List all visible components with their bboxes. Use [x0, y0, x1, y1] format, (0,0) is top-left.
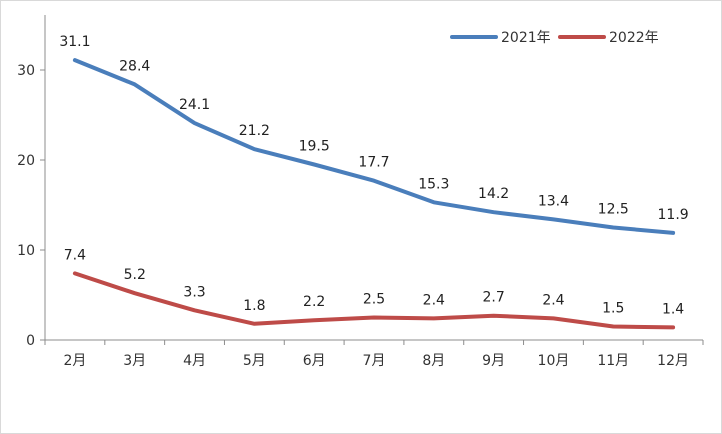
data-label-series-2: 2.7: [483, 290, 505, 306]
data-label-series-2: 5.2: [124, 267, 146, 283]
data-label-series-1: 11.9: [658, 207, 689, 223]
data-label-series-1: 14.2: [478, 186, 509, 202]
data-label-series-1: 17.7: [358, 155, 389, 171]
x-tick-label: 9月: [482, 353, 505, 369]
x-tick-label: 7月: [363, 353, 386, 369]
data-label-series-1: 28.4: [119, 58, 150, 74]
x-tick-label: 4月: [183, 353, 206, 369]
data-label-series-2: 2.4: [423, 292, 445, 308]
data-label-series-2: 3.3: [183, 284, 205, 300]
x-tick-label: 3月: [123, 353, 146, 369]
data-label-series-2: 7.4: [64, 247, 86, 263]
y-tick-label: 20: [17, 153, 35, 169]
series-line-1: [72, 58, 676, 235]
legend-label-2: 2022年: [609, 30, 659, 46]
data-label-series-1: 19.5: [299, 139, 330, 155]
data-label-series-1: 24.1: [179, 97, 210, 113]
y-tick-label: 30: [17, 63, 35, 79]
data-label-series-1: 12.5: [598, 202, 629, 218]
x-tick-label: 2月: [63, 353, 86, 369]
data-label-series-2: 2.5: [363, 292, 385, 308]
data-label-series-1: 21.2: [239, 123, 270, 139]
data-label-series-2: 1.5: [602, 301, 624, 317]
y-tick-label: 0: [26, 333, 35, 349]
data-label-series-2: 1.8: [243, 298, 265, 314]
x-tick-label: 12月: [657, 353, 689, 369]
y-tick-label: 10: [17, 243, 35, 259]
series-line-2: [72, 271, 676, 330]
data-label-series-2: 2.4: [542, 292, 564, 308]
x-tick-label: 11月: [597, 353, 629, 369]
data-label-series-2: 2.2: [303, 294, 325, 310]
data-label-series-1: 31.1: [59, 34, 90, 50]
x-tick-label: 10月: [538, 353, 570, 369]
x-tick-label: 5月: [243, 353, 266, 369]
data-label-series-2: 1.4: [662, 301, 684, 317]
data-label-series-1: 13.4: [538, 193, 569, 209]
legend-label-1: 2021年: [501, 30, 551, 46]
x-tick-label: 6月: [303, 353, 326, 369]
x-tick-label: 8月: [422, 353, 445, 369]
data-label-series-1: 15.3: [418, 176, 449, 192]
